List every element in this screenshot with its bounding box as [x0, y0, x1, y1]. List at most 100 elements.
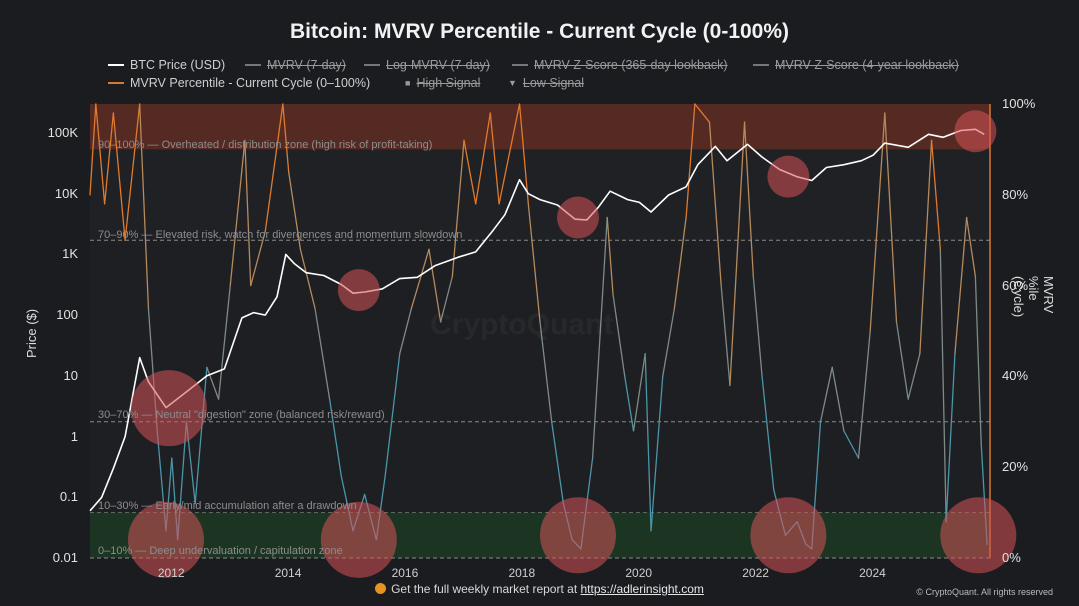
y-right-tick: 40%	[1002, 368, 1029, 384]
zone-band-10-30	[90, 422, 990, 513]
x-tick: 2020	[625, 566, 653, 580]
highlight-circle-low	[130, 370, 207, 447]
percentile-segment	[632, 353, 646, 432]
legend-low-signal[interactable]: ▼ Low Signal	[508, 76, 585, 90]
percentile-segment	[124, 103, 141, 241]
y-right-tick: 60%	[1002, 277, 1029, 293]
highlight-circle-high	[954, 110, 997, 153]
chart-title: Bitcoin: MVRV Percentile - Current Cycle…	[289, 20, 790, 43]
y-left-tick: 0.01	[52, 550, 78, 565]
y-left-tick: 10K	[54, 185, 78, 201]
legend-mvrv-7d[interactable]: MVRV (7-day)	[245, 58, 346, 72]
percentile-segment	[685, 103, 696, 219]
percentile-segment	[720, 284, 731, 387]
percentile-segment	[194, 366, 208, 505]
percentile-segment	[112, 112, 126, 241]
x-tick: 2024	[859, 566, 886, 580]
percentile-segment	[244, 139, 252, 287]
percentile-segment	[551, 421, 565, 505]
legend-log-mvrv-7d[interactable]: Log-MVRV (7-day)	[364, 58, 490, 72]
percentile-segment	[729, 121, 746, 387]
percentile-segment	[410, 248, 430, 309]
zone-band-70-90	[90, 149, 990, 240]
legend-high-signal[interactable]: ■ High Signal	[405, 76, 481, 90]
percentile-segment	[282, 103, 290, 173]
percentile-segment	[673, 216, 687, 309]
percentile-segment	[539, 321, 553, 423]
y-right-tick: 100%	[1002, 96, 1036, 111]
percentile-segment	[527, 203, 541, 323]
percentile-segment	[819, 366, 833, 423]
percentile-segment	[895, 321, 909, 400]
percentile-segment	[250, 230, 266, 287]
legend-mvrv-zscore-4y[interactable]: MVRV Z-Score (4-year lookback)	[753, 58, 959, 72]
highlight-circle-low	[750, 497, 827, 574]
zone-label-10-30: 10–30% — Early/mid accumulation after a …	[98, 500, 357, 512]
y-left-tick: 100K	[47, 124, 78, 140]
x-tick: 2016	[391, 566, 419, 580]
percentile-segment	[451, 139, 465, 278]
percentile-segment	[518, 103, 529, 205]
x-tick: 2022	[742, 566, 769, 580]
percentile-segment	[869, 112, 886, 332]
percentile-segment	[612, 294, 626, 378]
x-tick: 2018	[508, 566, 536, 580]
square-marker-icon: ■	[405, 78, 411, 88]
percentile-segment	[644, 353, 652, 532]
percentile-segment	[89, 103, 97, 196]
percentile-segment	[624, 375, 635, 432]
zone-band-90-100	[90, 104, 990, 150]
footer-note: Get the full weekly market report at htt…	[0, 582, 1079, 596]
percentile-segment	[919, 139, 933, 355]
y-axis-left-label: Price ($)	[24, 308, 39, 358]
percentile-segment	[384, 353, 401, 477]
percentile-segment	[399, 307, 413, 355]
percentile-segment	[475, 112, 491, 205]
percentile-segment	[103, 112, 115, 205]
percentile-segment	[328, 398, 342, 477]
highlight-circle-price	[337, 269, 380, 312]
legend-mvrv-percentile[interactable]: MVRV Percentile - Current Cycle (0–100%)	[108, 76, 370, 90]
zone-label-0-10: 0–10% — Deep undervaluation / capitulati…	[98, 545, 343, 557]
percentile-segment	[217, 284, 231, 400]
y-left-tick: 0.1	[59, 489, 78, 505]
x-tick: 2014	[274, 566, 302, 580]
highlight-circle-low	[320, 501, 397, 578]
percentile-segment	[974, 275, 982, 446]
footer-link[interactable]: https://adlerinsight.com	[580, 582, 704, 596]
highlight-circle-low	[127, 501, 204, 578]
btc-price-line	[89, 128, 985, 512]
percentile-segment	[314, 307, 331, 400]
percentile-segment	[439, 275, 453, 323]
percentile-segment	[857, 330, 871, 459]
percentile-segment	[288, 171, 302, 250]
percentile-segment	[884, 112, 898, 323]
highlight-circle-low	[539, 497, 616, 574]
triangle-marker-icon: ▼	[508, 78, 517, 88]
percentile-segment	[954, 216, 968, 355]
percentile-segment	[694, 103, 711, 123]
percentile-segment	[139, 103, 150, 309]
percentile-segment	[264, 103, 284, 232]
percentile-segment	[229, 139, 246, 287]
highlight-circle-price	[767, 155, 810, 198]
legend-mvrv-zscore-365[interactable]: MVRV Z-Score (365-day lookback)	[512, 58, 728, 72]
percentile-segment	[939, 248, 947, 523]
y-left-tick: 100	[56, 307, 78, 323]
y-left-tick: 1K	[62, 246, 78, 262]
copyright: © CryptoQuant. All rights reserved	[916, 587, 1053, 597]
percentile-segment	[761, 375, 775, 491]
y-right-tick: 0%	[1002, 550, 1021, 565]
percentile-segment	[945, 353, 956, 523]
watermark: CryptoQuant	[430, 308, 613, 342]
y-left-tick: 1	[70, 428, 78, 444]
percentile-segment	[428, 248, 442, 323]
x-tick: 2012	[157, 566, 185, 580]
highlight-circle-price	[556, 196, 599, 239]
percentile-segment	[843, 430, 860, 459]
percentile-segment	[498, 103, 521, 205]
percentile-segment	[930, 139, 941, 250]
legend-btc-price[interactable]: BTC Price (USD)	[108, 58, 225, 72]
zone-label-70-90: 70–90% — Elevated risk, watch for diverg…	[98, 229, 463, 241]
